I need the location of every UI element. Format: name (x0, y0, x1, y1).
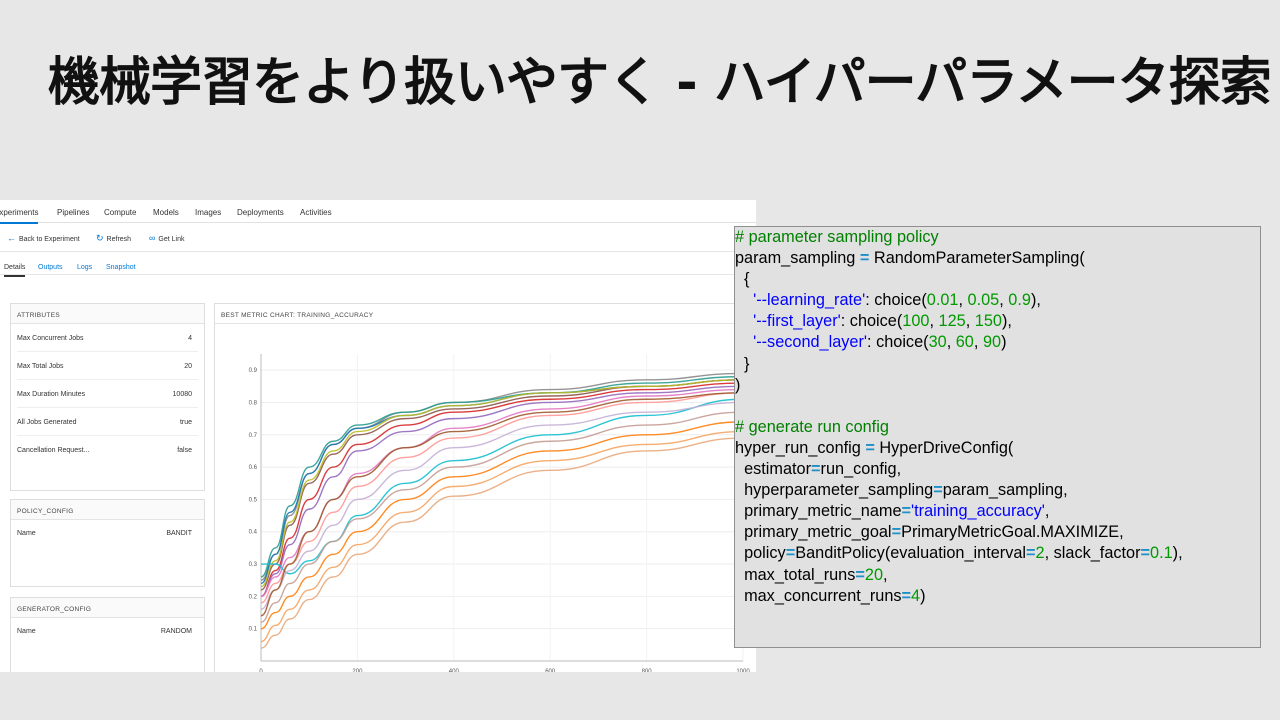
y-tick-label: 0.2 (249, 594, 258, 600)
y-tick-label: 0.1 (249, 627, 258, 633)
link-icon: ∞ (149, 233, 156, 243)
y-tick-label: 0.8 (249, 400, 258, 406)
attribute-row: Max Duration Minutes 10080 (17, 380, 198, 408)
tab-logs[interactable]: Logs (77, 264, 93, 271)
nav-activities[interactable]: Activities (300, 208, 332, 217)
series-line (260, 382, 744, 598)
code-line: policy=BanditPolicy(evaluation_interval=… (744, 544, 1183, 563)
tab-outputs[interactable]: Outputs (38, 264, 63, 271)
generator-row: Name RANDOM (17, 628, 192, 635)
code-line: param_sampling = RandomParameterSampling… (735, 249, 1085, 268)
y-tick-label: 0.7 (249, 433, 258, 439)
code-line: max_total_runs=20, (744, 565, 888, 584)
code-line: hyperparameter_sampling=param_sampling, (744, 481, 1068, 500)
x-tick-label: 800 (642, 669, 653, 672)
y-tick-label: 0.9 (249, 368, 258, 374)
metric-chart: 0.1 0.2 0.3 0.4 0.5 0.6 0.7 0.8 0.9 0 200 400 600 800… (249, 354, 750, 672)
x-tick-label: 600 (545, 669, 556, 672)
portal-screenshot: Experiments Pipelines Compute Models Ima… (0, 200, 756, 672)
series-line (260, 411, 744, 623)
code-block: # parameter sampling policy param_sampli… (734, 226, 1261, 648)
series-line (260, 375, 744, 578)
code-line: } (735, 354, 750, 373)
code-line: hyper_run_config = HyperDriveConfig( (735, 438, 1014, 457)
tab-details[interactable]: Details (4, 264, 26, 277)
series-line (260, 379, 744, 588)
series-line (260, 372, 744, 581)
series-line (260, 437, 744, 649)
generator-config-card: GENERATOR_CONFIG Name RANDOM (10, 597, 205, 672)
series-line (260, 388, 744, 598)
tab-snapshot[interactable]: Snapshot (106, 264, 136, 271)
code-line: '--first_layer': choice(100, 125, 150), (753, 312, 1012, 331)
y-tick-label: 0.4 (249, 530, 258, 536)
slide-title: 機械学習をより扱いやすく - ハイパーパラメータ探索 (48, 53, 1272, 113)
y-tick-label: 0.5 (249, 497, 258, 503)
code-line: ) (735, 375, 741, 394)
nav-experiments[interactable]: Experiments (0, 208, 39, 224)
back-button[interactable]: ← Back to Experiment (7, 233, 80, 243)
series-line (260, 392, 744, 617)
series-line (260, 379, 744, 591)
attribute-row: All Jobs Generated true (17, 408, 198, 436)
attribute-row: Max Total Jobs 20 (17, 352, 198, 380)
attribute-row: Cancellation Request... false (17, 447, 192, 454)
code-line: { (735, 270, 750, 289)
attribute-row: Max Concurrent Jobs 4 (17, 324, 198, 352)
nav-models[interactable]: Models (153, 208, 179, 217)
nav-pipelines[interactable]: Pipelines (57, 208, 90, 217)
refresh-button[interactable]: ↻ Refresh (96, 233, 132, 243)
code-line: primary_metric_name='training_accuracy', (744, 502, 1050, 521)
nav-compute[interactable]: Compute (104, 208, 137, 217)
series-line (261, 398, 744, 575)
code-line: primary_metric_goal=PrimaryMetricGoal.MA… (744, 523, 1124, 542)
code-line: '--second_layer': choice(30, 60, 90) (753, 333, 1007, 352)
x-tick-label: 0 (259, 669, 263, 672)
series-line (260, 385, 744, 598)
get-link-button[interactable]: ∞ Get Link (149, 233, 185, 243)
policy-row: Name BANDIT (17, 530, 192, 537)
code-comment: # parameter sampling policy (735, 228, 939, 246)
nav-deployments[interactable]: Deployments (237, 208, 284, 217)
refresh-icon: ↻ (96, 233, 104, 243)
metric-chart-card: BEST METRIC CHART: TRAINING_ACCURACY 0.1… (214, 303, 756, 672)
y-tick-label: 0.3 (249, 562, 258, 568)
policy-config-header: POLICY_CONFIG (11, 500, 204, 520)
x-tick-label: 400 (449, 669, 460, 672)
code-comment: # generate run config (735, 417, 889, 436)
code-line: max_concurrent_runs=4) (744, 586, 926, 605)
toolbar: ← Back to Experiment ↻ Refresh ∞ Get Link (0, 223, 756, 252)
top-nav: Experiments Pipelines Compute Models Ima… (0, 200, 756, 224)
series-line (260, 401, 744, 610)
series-line (260, 430, 744, 643)
generator-config-header: GENERATOR_CONFIG (11, 598, 204, 618)
attributes-header: ATTRIBUTES (11, 304, 204, 324)
policy-config-card: POLICY_CONFIG Name BANDIT (10, 499, 205, 587)
series-line (260, 421, 744, 630)
code-blank (735, 396, 1260, 417)
attributes-card: ATTRIBUTES Max Concurrent Jobs 4 Max Tota… (10, 303, 205, 491)
y-tick-label: 0.6 (249, 465, 258, 471)
sub-tabs: Details Outputs Logs Snapshot (0, 252, 756, 277)
code-line: estimator=run_config, (744, 460, 902, 479)
chart-title: BEST METRIC CHART: TRAINING_ACCURACY (215, 304, 756, 324)
x-tick-label: 1000 (736, 669, 750, 672)
x-tick-label: 200 (352, 669, 363, 672)
nav-images[interactable]: Images (195, 208, 222, 217)
arrow-left-icon: ← (7, 233, 16, 243)
code-line: '--learning_rate': choice(0.01, 0.05, 0.… (753, 291, 1041, 310)
